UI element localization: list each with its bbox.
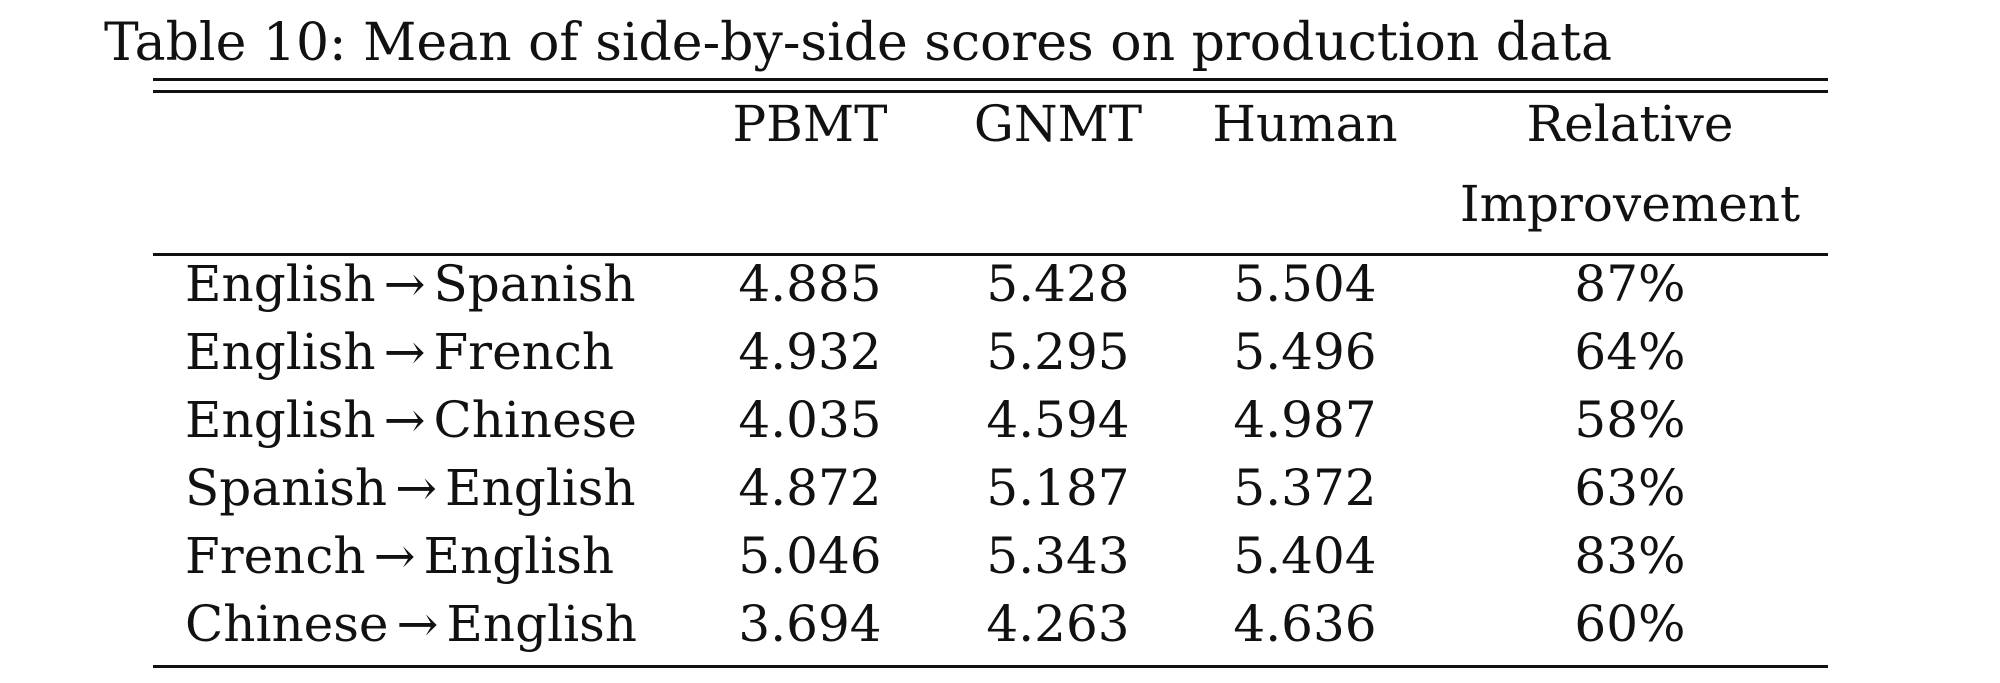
- relative-improvement: 58%: [1574, 391, 1686, 449]
- pbmt-score: 3.694: [738, 595, 882, 653]
- gnmt-score: 5.295: [986, 323, 1130, 381]
- pbmt-score: 4.872: [738, 459, 882, 517]
- arrow-icon: →: [383, 323, 426, 381]
- target-language: English: [446, 595, 637, 653]
- arrow-icon: →: [373, 527, 416, 585]
- human-score: 4.636: [1233, 595, 1377, 653]
- gnmt-score: 5.343: [986, 527, 1130, 585]
- pbmt-score: 4.885: [738, 255, 882, 313]
- relative-improvement: 87%: [1574, 255, 1686, 313]
- top-rule-inner: [153, 90, 1828, 93]
- gnmt-score: 5.187: [986, 459, 1130, 517]
- arrow-icon: →: [395, 459, 438, 517]
- pbmt-score: 4.035: [738, 391, 882, 449]
- target-language: English: [445, 459, 636, 517]
- human-score: 5.404: [1233, 527, 1377, 585]
- header-human: Human: [1212, 95, 1398, 153]
- human-score: 5.496: [1233, 323, 1377, 381]
- target-language: English: [423, 527, 615, 585]
- header-relative-line2: Improvement: [1459, 175, 1801, 233]
- arrow-icon: →: [383, 255, 426, 313]
- source-language: Chinese: [185, 595, 389, 653]
- top-rule: [153, 78, 1828, 81]
- arrow-icon: →: [396, 595, 439, 653]
- language-pair: English → Spanish: [185, 250, 685, 318]
- language-pair: French → English: [185, 522, 685, 590]
- target-language: French: [433, 323, 615, 381]
- table-caption: Table 10: Mean of side-by-side scores on…: [104, 13, 1612, 73]
- language-pair: Spanish → English: [185, 454, 685, 522]
- gnmt-score: 4.594: [986, 391, 1130, 449]
- human-score: 5.504: [1233, 255, 1377, 313]
- gnmt-score: 4.263: [986, 595, 1130, 653]
- relative-improvement: 83%: [1574, 527, 1686, 585]
- relative-improvement: 63%: [1574, 459, 1686, 517]
- gnmt-score: 5.428: [986, 255, 1130, 313]
- relative-improvement: 64%: [1574, 323, 1686, 381]
- header-relative-line1: Relative: [1526, 95, 1734, 153]
- pbmt-score: 4.932: [738, 323, 882, 381]
- source-language: French: [185, 527, 366, 585]
- header-pbmt: PBMT: [732, 95, 888, 153]
- human-score: 4.987: [1233, 391, 1377, 449]
- header-rule: [153, 253, 1828, 256]
- source-language: English: [185, 391, 376, 449]
- header-gnmt: GNMT: [973, 95, 1143, 153]
- arrow-icon: →: [383, 391, 426, 449]
- pbmt-score: 5.046: [738, 527, 882, 585]
- source-language: Spanish: [185, 459, 388, 517]
- target-language: Chinese: [433, 391, 637, 449]
- language-pair: English → Chinese: [185, 386, 685, 454]
- human-score: 5.372: [1233, 459, 1377, 517]
- target-language: Spanish: [433, 255, 636, 313]
- relative-improvement: 60%: [1574, 595, 1686, 653]
- language-pair: English → French: [185, 318, 685, 386]
- bottom-rule: [153, 665, 1828, 668]
- source-language: English: [185, 323, 376, 381]
- source-language: English: [185, 255, 376, 313]
- language-pair: Chinese → English: [185, 590, 685, 658]
